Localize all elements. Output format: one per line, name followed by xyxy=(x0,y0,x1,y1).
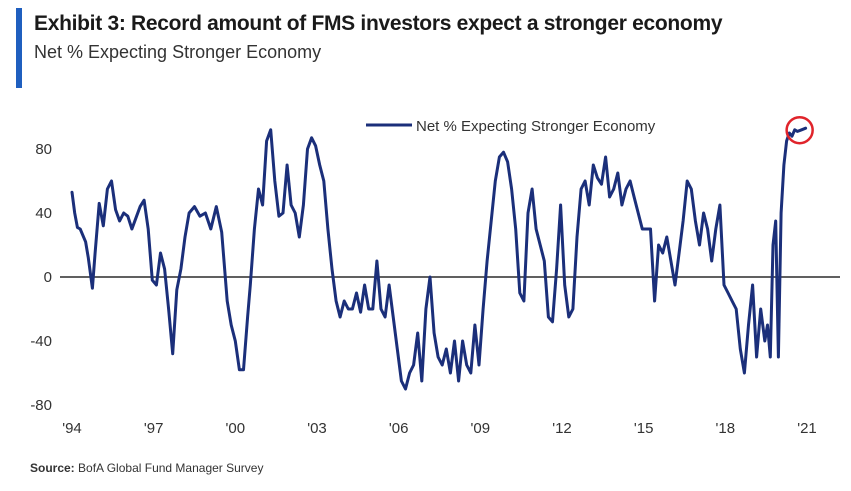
x-tick-label: '97 xyxy=(144,420,164,437)
y-tick-label: 80 xyxy=(35,141,52,158)
series-line xyxy=(70,126,808,391)
y-tick-label: 40 xyxy=(35,205,52,222)
x-tick-label: '06 xyxy=(389,420,409,437)
chart-subtitle: Net % Expecting Stronger Economy xyxy=(34,42,322,62)
x-tick-label: '94 xyxy=(62,420,82,437)
source-text: BofA Global Fund Manager Survey xyxy=(78,461,264,475)
x-tick-label: '12 xyxy=(552,420,572,437)
x-tick-label: '15 xyxy=(634,420,654,437)
y-tick-labels: 80 40 0 -40 -80 xyxy=(30,141,52,414)
y-tick-label: -80 xyxy=(30,397,52,414)
source-label: Source: xyxy=(30,461,75,475)
x-tick-label: '21 xyxy=(797,420,817,437)
accent-bar xyxy=(16,8,22,88)
legend-label: Net % Expecting Stronger Economy xyxy=(416,118,656,135)
y-tick-label: -40 xyxy=(30,333,52,350)
legend: Net % Expecting Stronger Economy xyxy=(366,118,656,135)
highlight-circle xyxy=(785,115,814,145)
y-tick-label: 0 xyxy=(44,269,52,286)
chart-title: Exhibit 3: Record amount of FMS investor… xyxy=(34,12,723,35)
x-tick-labels: '94 '97 '00 '03 '06 '09 '12 '15 '18 '21 xyxy=(62,420,817,437)
x-tick-label: '00 xyxy=(226,420,246,437)
source-note: Source: BofA Global Fund Manager Survey xyxy=(30,461,263,475)
x-tick-label: '03 xyxy=(307,420,327,437)
x-tick-label: '18 xyxy=(716,420,736,437)
x-tick-label: '09 xyxy=(471,420,491,437)
